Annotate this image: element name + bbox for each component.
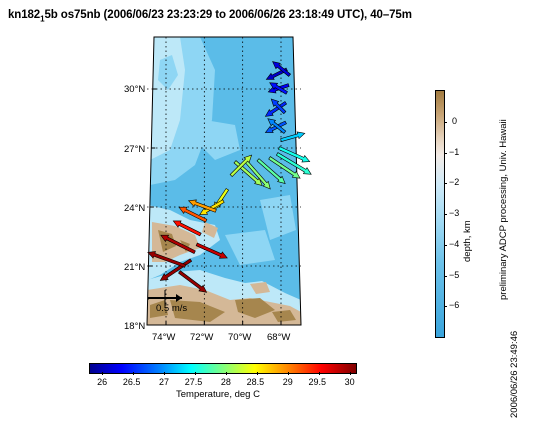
- temperature-tick-mark: [133, 372, 135, 375]
- depth-tick-mark: [444, 244, 447, 246]
- current-vector: [268, 156, 301, 179]
- current-vector: [195, 242, 228, 259]
- depth-tick-mark: [444, 275, 447, 277]
- temperature-tick-label: 29: [282, 377, 293, 387]
- axis-ticks: [147, 88, 282, 326]
- current-vector: [244, 160, 271, 190]
- current-vectors: [147, 61, 312, 293]
- current-vector: [278, 146, 311, 163]
- temperature-tick-label: 26.5: [122, 377, 141, 387]
- temperature-tick-label: 28.5: [246, 377, 265, 387]
- temperature-tick-label: 30: [344, 377, 355, 387]
- depth-tick-mark: [444, 306, 447, 308]
- current-vector: [270, 98, 287, 115]
- temperature-tick-mark: [318, 372, 320, 375]
- depth-tick-label: −1: [449, 146, 460, 157]
- temperature-tick-label: 27.5: [184, 377, 203, 387]
- temperature-tick-mark: [287, 372, 289, 375]
- temperature-tick-label: 29.5: [308, 377, 326, 387]
- depth-tick-label: −3: [449, 208, 460, 218]
- depth-tick-mark: [444, 214, 447, 215]
- bathymetry-layer: [147, 37, 301, 325]
- lon-label-74: 74°W: [152, 332, 176, 343]
- current-vector: [264, 101, 288, 117]
- depth-tick-label: −4: [449, 238, 460, 249]
- temperature-colorbar-label: Temperature, deg C: [176, 389, 260, 400]
- current-vector: [280, 131, 306, 142]
- depth-tick-mark: [444, 183, 447, 185]
- depth-tick-label: 0: [452, 115, 458, 126]
- lat-label-24: 24°N: [124, 203, 146, 214]
- temperature-tick-mark: [164, 372, 166, 375]
- timestamp: 2006/06/26 23:49:46: [509, 330, 520, 418]
- current-vector: [229, 154, 253, 178]
- current-vector: [256, 158, 286, 185]
- temperature-tick-mark: [349, 372, 351, 375]
- lat-label-21: 21°N: [124, 262, 146, 273]
- current-vector: [147, 251, 187, 268]
- depth-colorbar-label: depth, km: [462, 220, 473, 262]
- current-vector: [172, 220, 202, 237]
- current-vector: [272, 61, 292, 77]
- temperature-tick-mark: [102, 372, 104, 375]
- temperature-tick-label: 28: [220, 377, 231, 387]
- scale-arrow: [147, 290, 182, 306]
- current-vector: [187, 199, 217, 213]
- depth-tick-mark: [444, 152, 447, 154]
- current-vector: [178, 206, 208, 223]
- current-vector: [275, 152, 312, 175]
- lon-label-70: 70°W: [228, 332, 252, 343]
- scale-label: 0.5 m/s: [156, 303, 188, 314]
- lat-label-27: 27°N: [124, 144, 146, 155]
- temperature-colorbar: [89, 363, 357, 374]
- lon-label-72: 72°W: [190, 332, 214, 343]
- depth-tick-label: −6: [449, 300, 460, 311]
- figure-title: kn18215b os75nb (2006/06/23 23:23:29 to …: [8, 9, 412, 24]
- temperature-tick-label: 26: [97, 377, 108, 387]
- lat-label-30: 30°N: [124, 84, 146, 95]
- depth-tick-label: −5: [449, 269, 460, 280]
- temperature-tick-label: 27: [159, 377, 170, 387]
- lat-label-18: 18°N: [124, 321, 146, 332]
- current-vector: [199, 199, 225, 216]
- depth-tick-mark: [444, 121, 447, 123]
- temperature-tick-mark: [195, 372, 197, 375]
- depth-tick-label: −2: [449, 177, 460, 188]
- current-vector: [160, 234, 196, 255]
- temperature-tick-mark: [257, 372, 259, 375]
- current-vector: [267, 118, 287, 134]
- graticule: [147, 37, 301, 326]
- current-vector: [178, 270, 208, 293]
- lon-label-68: 68°W: [267, 332, 291, 343]
- current-vector: [269, 82, 288, 95]
- processing-note: preliminary ADCP processing, Univ. Hawai…: [498, 119, 509, 300]
- temperature-tick-mark: [226, 372, 228, 375]
